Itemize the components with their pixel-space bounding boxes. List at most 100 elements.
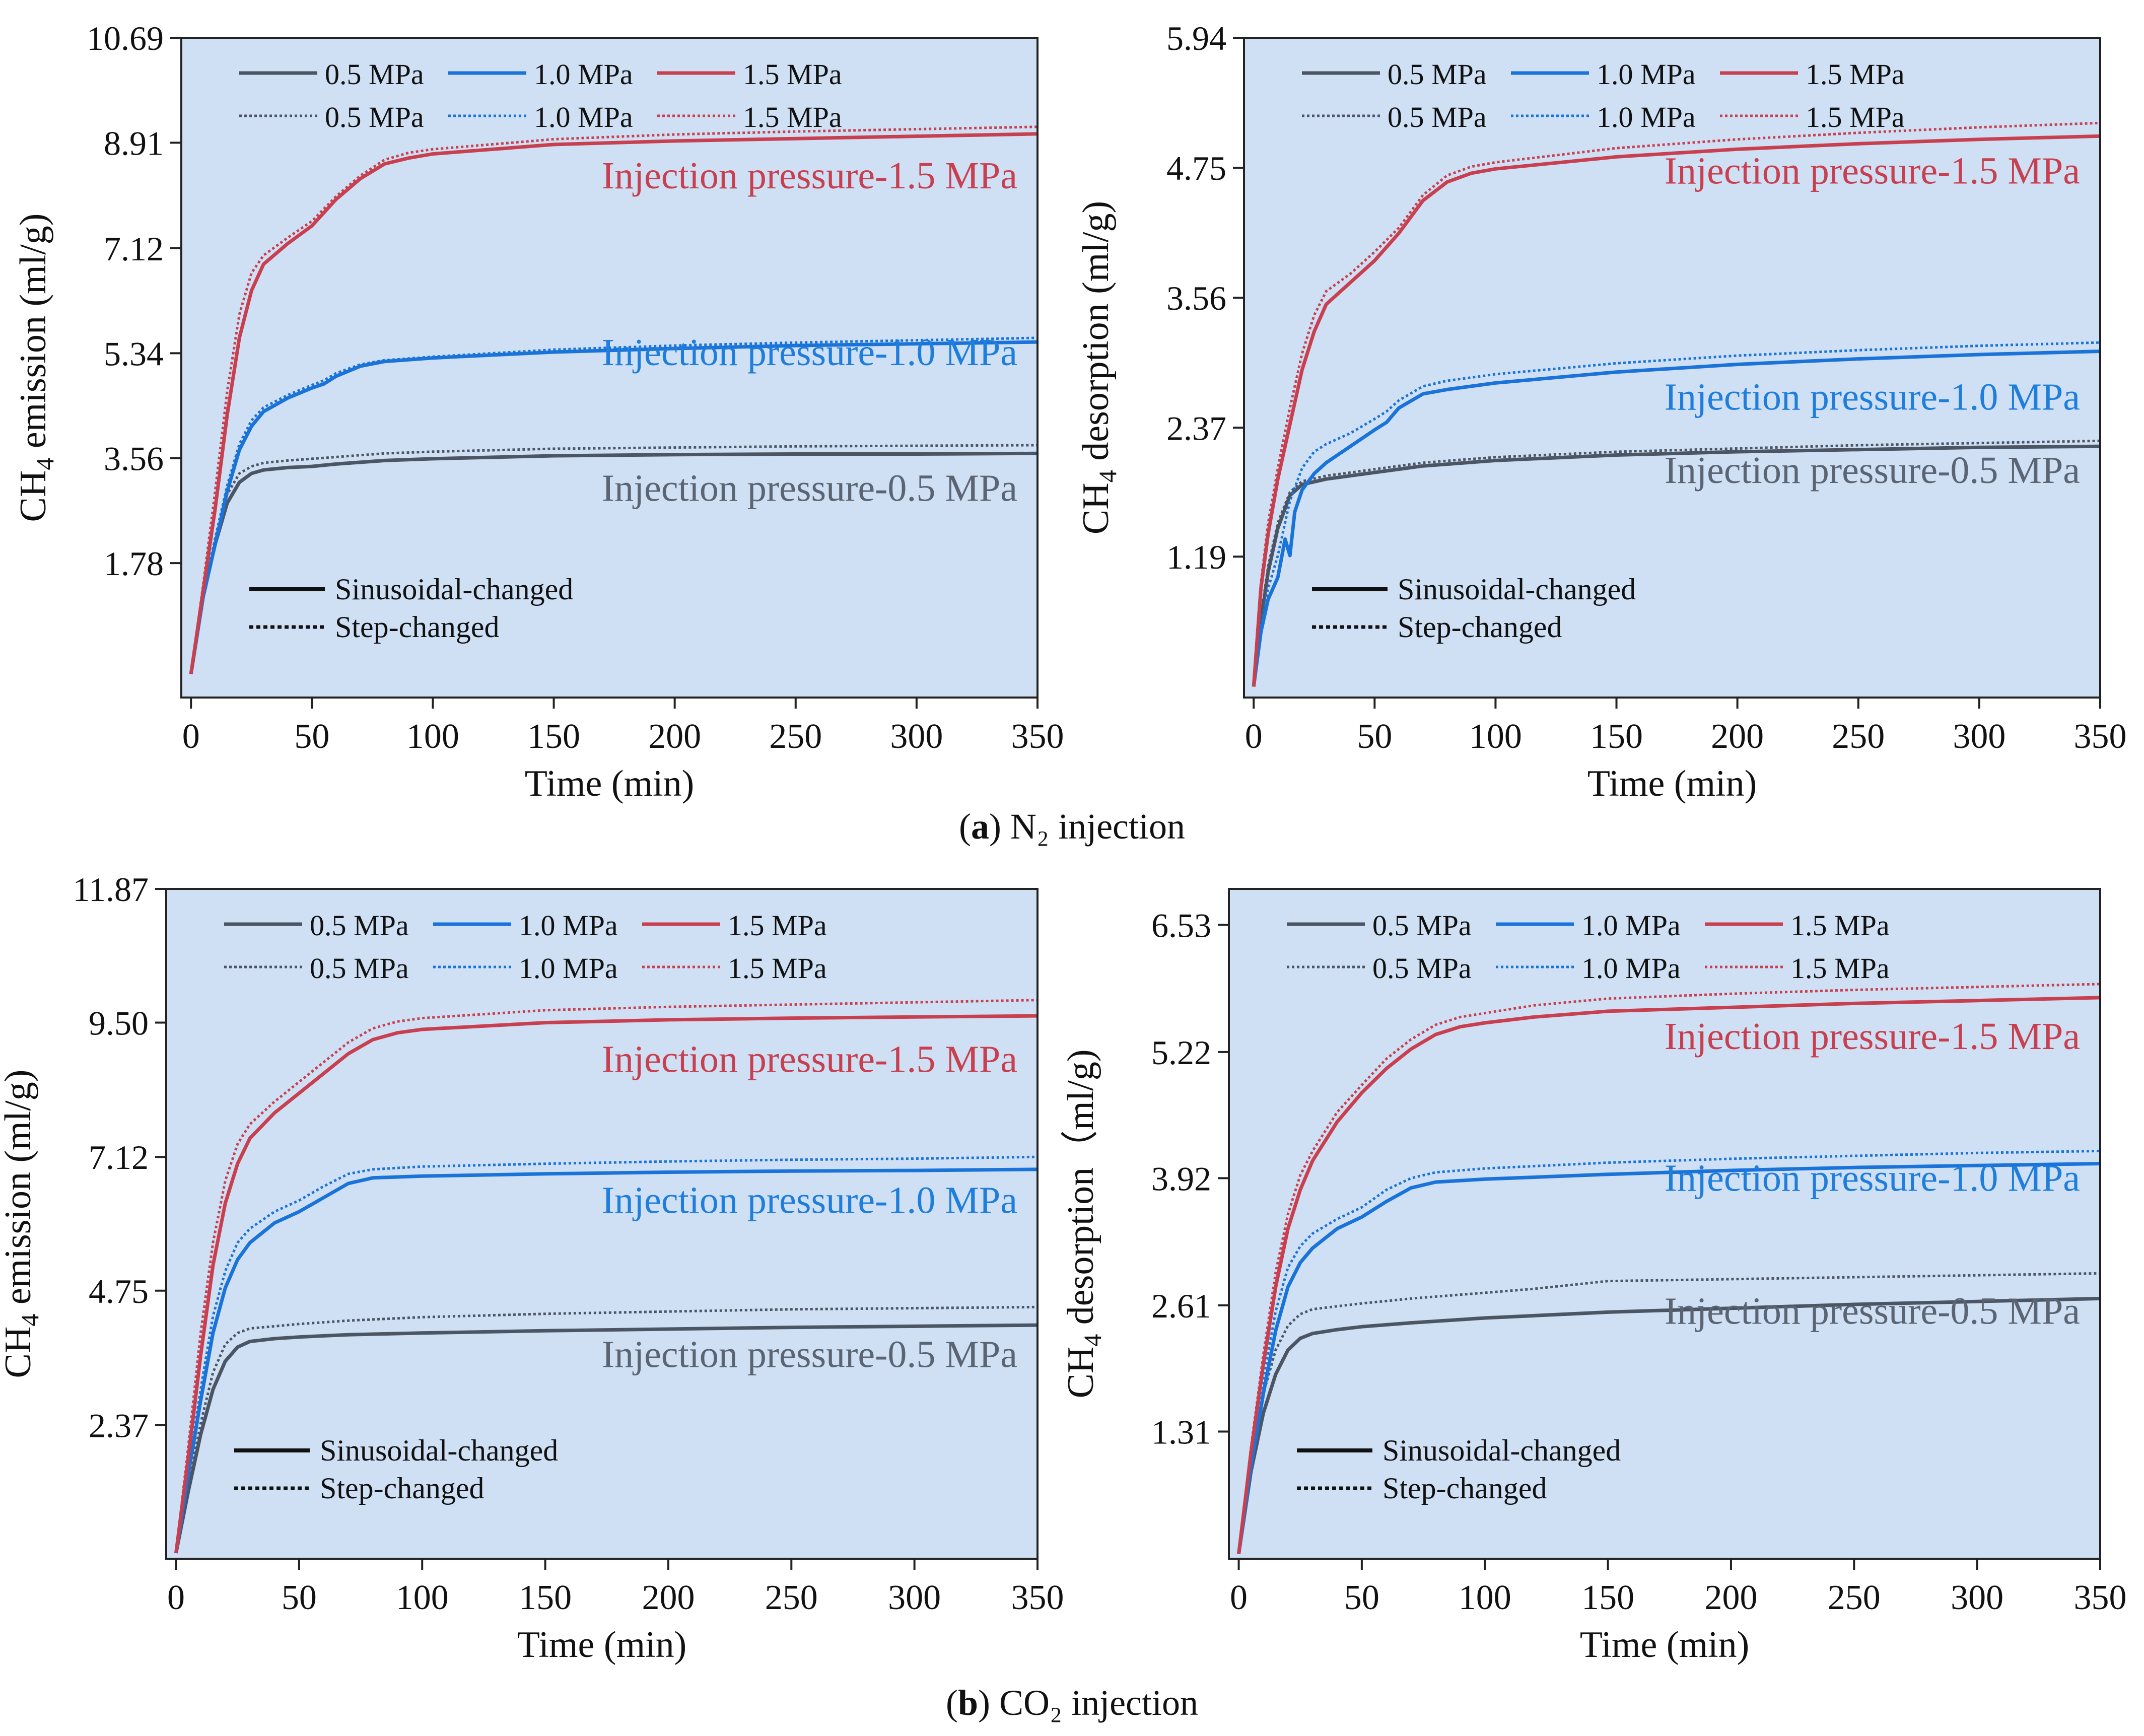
caption-a-letter: a bbox=[971, 806, 989, 847]
plot-frame bbox=[1228, 888, 2101, 1560]
x-axis-label: Time (min) bbox=[517, 1624, 686, 1665]
annotation-label: Injection pressure-1.0 MPa bbox=[602, 1179, 1017, 1222]
legend-bottom: Sinusoidal-changed Step-changed bbox=[1297, 1434, 1621, 1505]
x-tick-label: 250 bbox=[765, 1578, 818, 1617]
annotation-label: Injection pressure-0.5 MPa bbox=[1665, 1290, 2080, 1332]
legend-label: 1.5 MPa bbox=[1790, 909, 1890, 942]
x-tick-label: 50 bbox=[1344, 1578, 1379, 1617]
y-tick-label: 4.75 bbox=[1166, 149, 1226, 187]
x-tick-label: 100 bbox=[396, 1578, 449, 1617]
caption-b-letter: b bbox=[957, 1683, 978, 1723]
x-tick-label: 300 bbox=[1953, 717, 2005, 756]
legend-label: 0.5 MPa bbox=[1372, 909, 1472, 942]
annotation-label: Injection pressure-0.5 MPa bbox=[1665, 449, 2080, 492]
annotation-label: Injection pressure-1.5 MPa bbox=[602, 1038, 1017, 1080]
x-tick-label: 0 bbox=[182, 717, 200, 756]
y-tick-label: 3.92 bbox=[1151, 1159, 1211, 1198]
x-tick-label: 200 bbox=[648, 717, 701, 756]
y-tick-label: 10.69 bbox=[87, 19, 164, 57]
series-line-blue-solid bbox=[189, 340, 1038, 674]
x-axis-label: Time (min) bbox=[525, 763, 694, 804]
series-line-gray-dotted bbox=[1252, 439, 2101, 687]
caption-b-text: CO₂ injection bbox=[990, 1683, 1199, 1723]
x-tick-label: 350 bbox=[2074, 1578, 2127, 1617]
legend-top: 0.5 MPa 1.0 MPa 1.5 MPa 0.5 MPa 1.0 MPa 1.5 M… bbox=[224, 909, 827, 985]
series-line-blue-solid bbox=[1237, 1162, 2101, 1554]
y-tick-label: 5.22 bbox=[1151, 1033, 1211, 1072]
legend-label: Sinusoidal-changed bbox=[335, 573, 573, 606]
series-line-red-solid bbox=[174, 1014, 1038, 1554]
y-tick-label: 4.75 bbox=[89, 1272, 149, 1310]
legend-label: 1.5 MPa bbox=[1806, 58, 1905, 91]
annotation-label: Injection pressure-1.0 MPa bbox=[602, 331, 1017, 374]
series-line-blue-dotted bbox=[175, 1155, 1038, 1554]
x-tick-label: 250 bbox=[1828, 1578, 1881, 1617]
chart-b-desorption: 0 50 100 150 200 250 300 350 1.31 2.61 3.92 5.22 6.5… bbox=[1060, 888, 2127, 1665]
y-tick-label: 5.94 bbox=[1166, 19, 1226, 57]
plot-frame bbox=[165, 888, 1039, 1560]
legend-label: 1.0 MPa bbox=[1597, 101, 1696, 133]
annotation-label: Injection pressure-1.0 MPa bbox=[1665, 1157, 2080, 1199]
y-tick-label: 11.87 bbox=[73, 870, 149, 909]
plot-background bbox=[1229, 889, 2100, 1559]
x-tick-label: 200 bbox=[1704, 1578, 1757, 1617]
legend-label: 1.0 MPa bbox=[1581, 952, 1681, 985]
y-tick-label: 3.56 bbox=[104, 440, 164, 478]
x-tick-label: 100 bbox=[1469, 717, 1522, 756]
x-tick-label: 50 bbox=[294, 717, 329, 756]
y-tick-label: 1.31 bbox=[1151, 1413, 1211, 1451]
series-line-gray-dotted bbox=[1237, 1272, 2101, 1554]
caption-b: (b) CO₂ injection bbox=[945, 1683, 1199, 1723]
series-line-red-dotted bbox=[175, 999, 1038, 1554]
y-axis-label: CH4 emission (ml/g) bbox=[13, 214, 59, 522]
annotation-label: Injection pressure-1.5 MPa bbox=[602, 155, 1017, 197]
x-tick-label: 100 bbox=[406, 717, 459, 756]
annotation-label: Injection pressure-0.5 MPa bbox=[602, 1333, 1017, 1375]
legend-label: 1.0 MPa bbox=[1597, 58, 1696, 91]
x-tick-label: 150 bbox=[1590, 717, 1643, 756]
series-line-gray-solid bbox=[1237, 1296, 2101, 1554]
legend-label: 1.0 MPa bbox=[1581, 909, 1681, 942]
annotation-label: Injection pressure-0.5 MPa bbox=[602, 467, 1017, 509]
legend-label: 0.5 MPa bbox=[1372, 952, 1472, 985]
legend-bottom: Sinusoidal-changed Step-changed bbox=[234, 1434, 558, 1505]
chart-b-emission: 0 50 100 150 200 250 300 350 2.37 4.75 7.12 9.50 11.… bbox=[0, 870, 1064, 1665]
legend-bottom: Sinusoidal-changed Step-changed bbox=[1312, 573, 1636, 644]
annotation-label: Injection pressure-1.5 MPa bbox=[1665, 1015, 2080, 1058]
y-tick-label: 2.37 bbox=[89, 1406, 149, 1444]
series-line-red-solid bbox=[189, 132, 1038, 674]
legend-label: 1.5 MPa bbox=[1806, 101, 1905, 133]
y-tick-label: 5.34 bbox=[104, 334, 164, 373]
x-tick-label: 150 bbox=[527, 717, 580, 756]
y-axis-label: CH4 desorption (ml/g) bbox=[1075, 201, 1122, 534]
series-line-red-solid bbox=[1252, 134, 2101, 687]
caption-a-text: N₂ injection bbox=[1001, 806, 1185, 847]
legend-label: Sinusoidal-changed bbox=[320, 1434, 558, 1467]
x-tick-label: 50 bbox=[282, 1578, 317, 1617]
series-line-blue-dotted bbox=[1237, 1149, 2101, 1554]
chart-a-desorption: 0 50 100 150 200 250 300 350 1.19 2.37 3.56 4.75 5.9… bbox=[1075, 19, 2127, 804]
x-tick-label: 350 bbox=[1011, 1578, 1064, 1617]
legend-label: 1.0 MPa bbox=[519, 909, 618, 942]
y-tick-label: 2.61 bbox=[1151, 1287, 1211, 1325]
legend-top: 0.5 MPa 1.0 MPa 1.5 MPa 0.5 MPa 1.0 MPa 1.5 M… bbox=[1287, 909, 1890, 985]
legend-label: 1.0 MPa bbox=[534, 58, 633, 91]
legend-label: 1.5 MPa bbox=[743, 101, 842, 133]
caption-a: (a) N₂ injection bbox=[959, 806, 1185, 847]
legend-bottom: Sinusoidal-changed Step-changed bbox=[249, 573, 573, 644]
x-tick-label: 350 bbox=[2074, 717, 2127, 756]
x-tick-label: 250 bbox=[769, 717, 822, 756]
x-tick-label: 200 bbox=[642, 1578, 695, 1617]
x-axis-label: Time (min) bbox=[1580, 1624, 1749, 1665]
x-tick-label: 150 bbox=[519, 1578, 572, 1617]
series-line-red-dotted bbox=[1237, 983, 2101, 1554]
legend-label: 1.5 MPa bbox=[743, 58, 842, 91]
y-tick-label: 1.19 bbox=[1166, 538, 1226, 576]
series-line-blue-dotted bbox=[1252, 341, 2101, 687]
x-tick-label: 300 bbox=[888, 1578, 941, 1617]
legend-label: 0.5 MPa bbox=[310, 909, 409, 942]
legend-label: Step-changed bbox=[1382, 1472, 1547, 1505]
y-tick-label: 2.37 bbox=[1166, 409, 1226, 447]
x-tick-label: 50 bbox=[1357, 717, 1392, 756]
annotation-label: Injection pressure-1.0 MPa bbox=[1665, 376, 2080, 419]
